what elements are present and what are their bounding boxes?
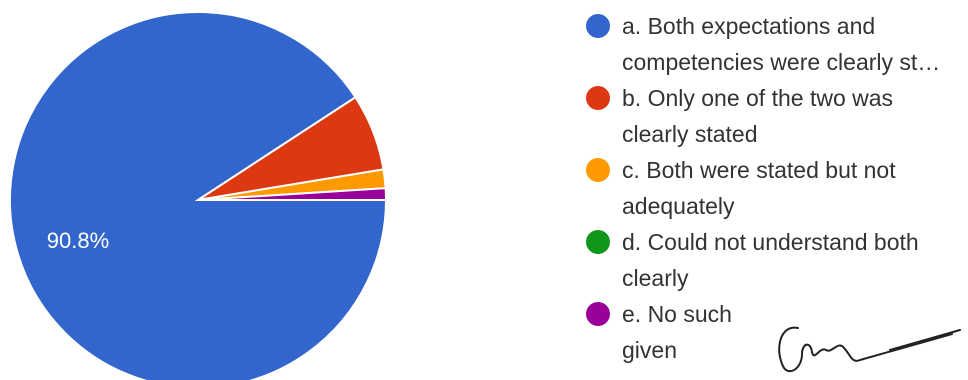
legend-swatch — [586, 230, 610, 254]
legend-item-d[interactable]: d. Could not understand both clearly — [584, 224, 968, 296]
legend-label-line1: e. No such — [622, 301, 732, 327]
legend-label-line1: a. Both expectations and — [622, 13, 876, 39]
pie-slice-e[interactable] — [197, 187, 388, 201]
signature-overlay — [748, 320, 968, 380]
legend-item-e[interactable]: e. No such given — [584, 296, 968, 368]
slice-data-label: 90.8% — [47, 228, 109, 253]
legend-item-a[interactable]: a. Both expectations and competencies we… — [584, 8, 968, 80]
legend-label-line2: competencies were clearly st… — [622, 49, 941, 75]
legend-label-line1: c. Both were stated but not — [622, 157, 896, 183]
legend-swatch — [586, 86, 610, 110]
legend-label-line1: d. Could not understand both — [622, 229, 919, 255]
legend-label-line1: b. Only one of the two was — [622, 85, 894, 111]
legend-label-line2: clearly — [622, 265, 689, 291]
legend-label-line2: given — [622, 337, 677, 363]
pie-slices — [9, 11, 388, 380]
signature-stroke — [778, 326, 961, 373]
legend-item-c[interactable]: c. Both were stated but not adequately — [584, 152, 968, 224]
pie-plot: 90.8% — [9, 11, 388, 380]
legend-swatch — [586, 14, 610, 38]
legend-item-b[interactable]: b. Only one of the two was clearly state… — [584, 80, 968, 152]
legend-label-line2: clearly stated — [622, 121, 758, 147]
legend-swatch — [586, 158, 610, 182]
legend-swatch — [586, 302, 610, 326]
pie-slice-a[interactable] — [9, 11, 388, 380]
legend: a. Both expectations and competencies we… — [584, 8, 968, 368]
legend-label-line2: adequately — [622, 193, 735, 219]
